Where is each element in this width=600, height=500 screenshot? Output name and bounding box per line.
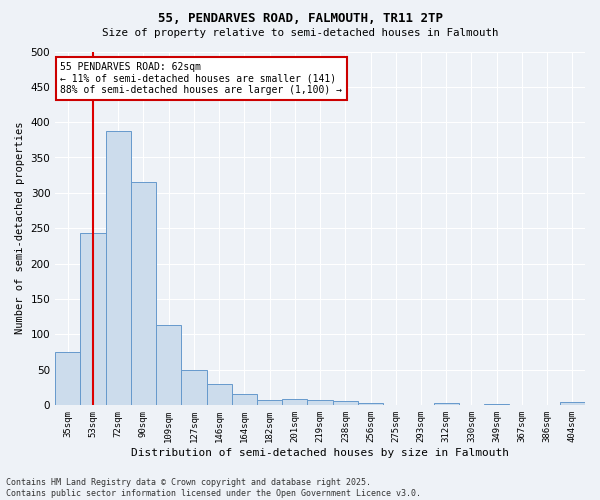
Bar: [332, 402, 358, 405]
Bar: [206, 384, 232, 405]
Bar: [257, 400, 282, 405]
Text: 55, PENDARVES ROAD, FALMOUTH, TR11 2TP: 55, PENDARVES ROAD, FALMOUTH, TR11 2TP: [157, 12, 443, 26]
Bar: [434, 404, 459, 405]
Text: 55 PENDARVES ROAD: 62sqm
← 11% of semi-detached houses are smaller (141)
88% of : 55 PENDARVES ROAD: 62sqm ← 11% of semi-d…: [61, 62, 343, 96]
Bar: [282, 399, 307, 405]
Bar: [358, 402, 383, 405]
Bar: [232, 394, 257, 405]
Y-axis label: Number of semi-detached properties: Number of semi-detached properties: [15, 122, 25, 334]
X-axis label: Distribution of semi-detached houses by size in Falmouth: Distribution of semi-detached houses by …: [131, 448, 509, 458]
Bar: [80, 233, 106, 405]
Bar: [181, 370, 206, 405]
Bar: [560, 402, 585, 405]
Text: Contains HM Land Registry data © Crown copyright and database right 2025.
Contai: Contains HM Land Registry data © Crown c…: [6, 478, 421, 498]
Bar: [484, 404, 509, 405]
Bar: [106, 130, 131, 405]
Bar: [307, 400, 332, 405]
Bar: [156, 325, 181, 405]
Bar: [55, 352, 80, 405]
Bar: [131, 182, 156, 405]
Text: Size of property relative to semi-detached houses in Falmouth: Size of property relative to semi-detach…: [102, 28, 498, 38]
